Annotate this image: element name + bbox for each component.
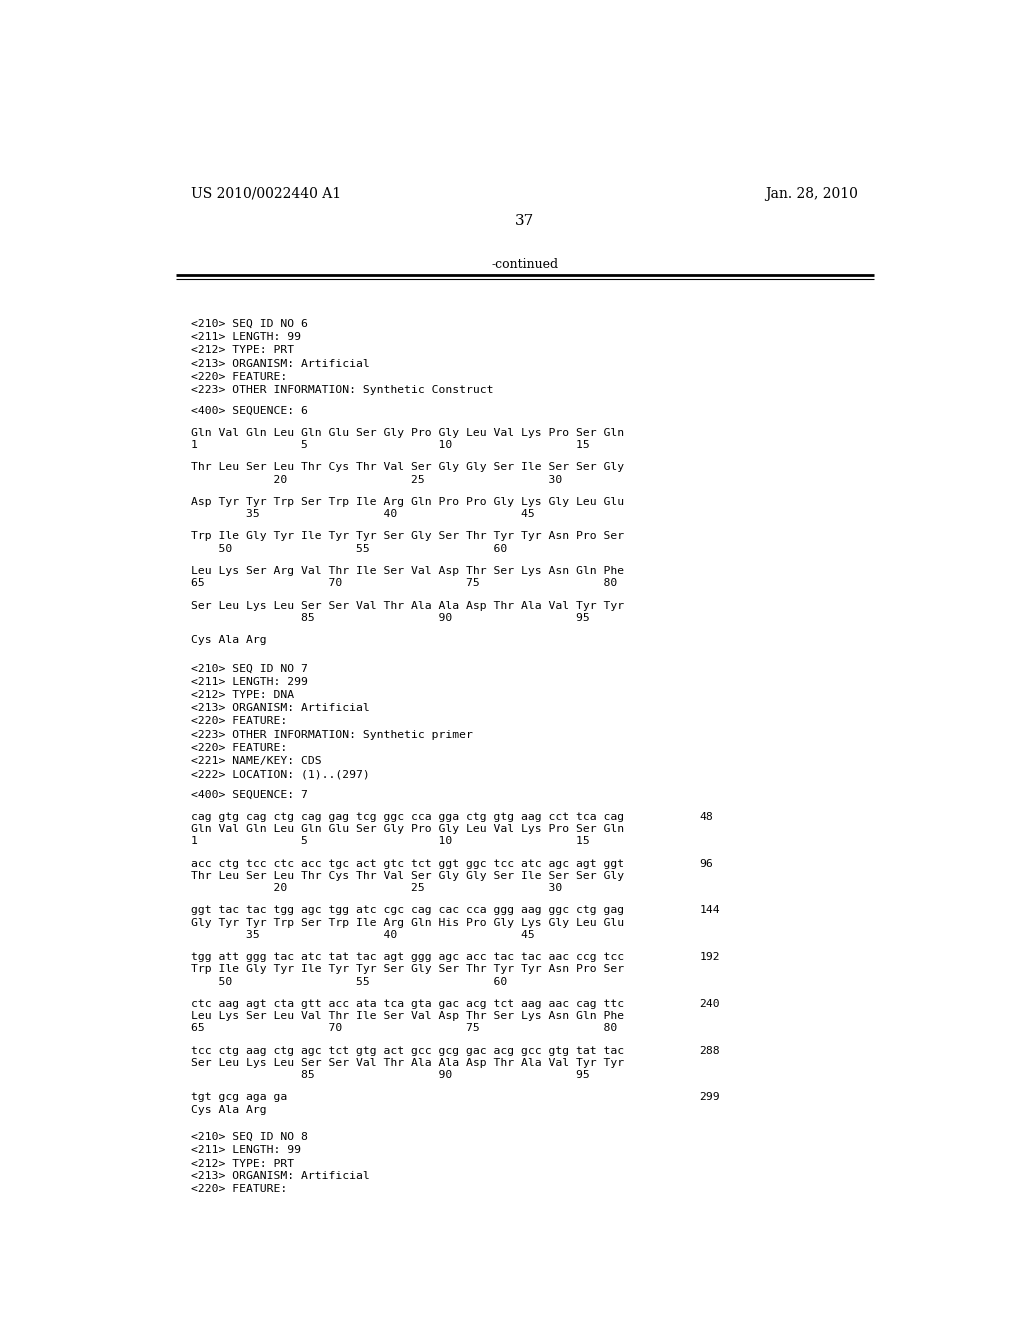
- Text: <221> NAME/KEY: CDS: <221> NAME/KEY: CDS: [191, 756, 323, 766]
- Text: tgg att ggg tac atc tat tac agt ggg agc acc tac tac aac ccg tcc: tgg att ggg tac atc tat tac agt ggg agc …: [191, 952, 625, 962]
- Text: 20                  25                  30: 20 25 30: [191, 883, 563, 894]
- Text: 85                  90                  95: 85 90 95: [191, 1071, 590, 1080]
- Text: <223> OTHER INFORMATION: Synthetic Construct: <223> OTHER INFORMATION: Synthetic Const…: [191, 385, 494, 395]
- Text: <210> SEQ ID NO 7: <210> SEQ ID NO 7: [191, 664, 308, 673]
- Text: <212> TYPE: DNA: <212> TYPE: DNA: [191, 690, 295, 700]
- Text: <223> OTHER INFORMATION: Synthetic primer: <223> OTHER INFORMATION: Synthetic prime…: [191, 730, 473, 739]
- Text: <220> FEATURE:: <220> FEATURE:: [191, 1184, 288, 1195]
- Text: <400> SEQUENCE: 6: <400> SEQUENCE: 6: [191, 405, 308, 416]
- Text: 96: 96: [699, 859, 713, 869]
- Text: acc ctg tcc ctc acc tgc act gtc tct ggt ggc tcc atc agc agt ggt: acc ctg tcc ctc acc tgc act gtc tct ggt …: [191, 859, 625, 869]
- Text: Ser Leu Lys Leu Ser Ser Val Thr Ala Ala Asp Thr Ala Val Tyr Tyr: Ser Leu Lys Leu Ser Ser Val Thr Ala Ala …: [191, 601, 625, 611]
- Text: 192: 192: [699, 952, 720, 962]
- Text: Leu Lys Ser Leu Val Thr Ile Ser Val Asp Thr Ser Lys Asn Gln Phe: Leu Lys Ser Leu Val Thr Ile Ser Val Asp …: [191, 1011, 625, 1022]
- Text: 1               5                   10                  15: 1 5 10 15: [191, 837, 590, 846]
- Text: 35                  40                  45: 35 40 45: [191, 929, 536, 940]
- Text: 288: 288: [699, 1045, 720, 1056]
- Text: <400> SEQUENCE: 7: <400> SEQUENCE: 7: [191, 789, 308, 800]
- Text: -continued: -continued: [492, 257, 558, 271]
- Text: <220> FEATURE:: <220> FEATURE:: [191, 743, 288, 752]
- Text: Leu Lys Ser Arg Val Thr Ile Ser Val Asp Thr Ser Lys Asn Gln Phe: Leu Lys Ser Arg Val Thr Ile Ser Val Asp …: [191, 566, 625, 576]
- Text: Gln Val Gln Leu Gln Glu Ser Gly Pro Gly Leu Val Lys Pro Ser Gln: Gln Val Gln Leu Gln Glu Ser Gly Pro Gly …: [191, 428, 625, 438]
- Text: 37: 37: [515, 214, 535, 228]
- Text: 1               5                   10                  15: 1 5 10 15: [191, 440, 590, 450]
- Text: <220> FEATURE:: <220> FEATURE:: [191, 372, 288, 381]
- Text: <212> TYPE: PRT: <212> TYPE: PRT: [191, 1159, 295, 1168]
- Text: Cys Ala Arg: Cys Ala Arg: [191, 635, 267, 645]
- Text: <212> TYPE: PRT: <212> TYPE: PRT: [191, 346, 295, 355]
- Text: <220> FEATURE:: <220> FEATURE:: [191, 717, 288, 726]
- Text: US 2010/0022440 A1: US 2010/0022440 A1: [191, 187, 342, 201]
- Text: Gly Tyr Tyr Trp Ser Trp Ile Arg Gln His Pro Gly Lys Gly Leu Glu: Gly Tyr Tyr Trp Ser Trp Ile Arg Gln His …: [191, 917, 625, 928]
- Text: 35                  40                  45: 35 40 45: [191, 510, 536, 519]
- Text: <211> LENGTH: 99: <211> LENGTH: 99: [191, 1146, 301, 1155]
- Text: Trp Ile Gly Tyr Ile Tyr Tyr Ser Gly Ser Thr Tyr Tyr Asn Pro Ser: Trp Ile Gly Tyr Ile Tyr Tyr Ser Gly Ser …: [191, 965, 625, 974]
- Text: <210> SEQ ID NO 6: <210> SEQ ID NO 6: [191, 319, 308, 329]
- Text: <222> LOCATION: (1)..(297): <222> LOCATION: (1)..(297): [191, 770, 371, 779]
- Text: 65                  70                  75                  80: 65 70 75 80: [191, 578, 617, 589]
- Text: ctc aag agt cta gtt acc ata tca gta gac acg tct aag aac cag ttc: ctc aag agt cta gtt acc ata tca gta gac …: [191, 999, 625, 1008]
- Text: Thr Leu Ser Leu Thr Cys Thr Val Ser Gly Gly Ser Ile Ser Ser Gly: Thr Leu Ser Leu Thr Cys Thr Val Ser Gly …: [191, 871, 625, 880]
- Text: 48: 48: [699, 812, 713, 822]
- Text: Cys Ala Arg: Cys Ala Arg: [191, 1105, 267, 1114]
- Text: Jan. 28, 2010: Jan. 28, 2010: [765, 187, 858, 201]
- Text: 85                  90                  95: 85 90 95: [191, 612, 590, 623]
- Text: <211> LENGTH: 99: <211> LENGTH: 99: [191, 333, 301, 342]
- Text: 65                  70                  75                  80: 65 70 75 80: [191, 1023, 617, 1034]
- Text: Asp Tyr Tyr Trp Ser Trp Ile Arg Gln Pro Pro Gly Lys Gly Leu Glu: Asp Tyr Tyr Trp Ser Trp Ile Arg Gln Pro …: [191, 496, 625, 507]
- Text: <213> ORGANISM: Artificial: <213> ORGANISM: Artificial: [191, 704, 371, 713]
- Text: <213> ORGANISM: Artificial: <213> ORGANISM: Artificial: [191, 1171, 371, 1181]
- Text: tgt gcg aga ga: tgt gcg aga ga: [191, 1093, 288, 1102]
- Text: tcc ctg aag ctg agc tct gtg act gcc gcg gac acg gcc gtg tat tac: tcc ctg aag ctg agc tct gtg act gcc gcg …: [191, 1045, 625, 1056]
- Text: Thr Leu Ser Leu Thr Cys Thr Val Ser Gly Gly Ser Ile Ser Ser Gly: Thr Leu Ser Leu Thr Cys Thr Val Ser Gly …: [191, 462, 625, 473]
- Text: 20                  25                  30: 20 25 30: [191, 474, 563, 484]
- Text: 50                  55                  60: 50 55 60: [191, 544, 508, 553]
- Text: Gln Val Gln Leu Gln Glu Ser Gly Pro Gly Leu Val Lys Pro Ser Gln: Gln Val Gln Leu Gln Glu Ser Gly Pro Gly …: [191, 824, 625, 834]
- Text: 50                  55                  60: 50 55 60: [191, 977, 508, 986]
- Text: 240: 240: [699, 999, 720, 1008]
- Text: <213> ORGANISM: Artificial: <213> ORGANISM: Artificial: [191, 359, 371, 368]
- Text: 144: 144: [699, 906, 720, 916]
- Text: cag gtg cag ctg cag gag tcg ggc cca gga ctg gtg aag cct tca cag: cag gtg cag ctg cag gag tcg ggc cca gga …: [191, 812, 625, 822]
- Text: <211> LENGTH: 299: <211> LENGTH: 299: [191, 677, 308, 686]
- Text: Trp Ile Gly Tyr Ile Tyr Tyr Ser Gly Ser Thr Tyr Tyr Asn Pro Ser: Trp Ile Gly Tyr Ile Tyr Tyr Ser Gly Ser …: [191, 532, 625, 541]
- Text: 299: 299: [699, 1093, 720, 1102]
- Text: Ser Leu Lys Leu Ser Ser Val Thr Ala Ala Asp Thr Ala Val Tyr Tyr: Ser Leu Lys Leu Ser Ser Val Thr Ala Ala …: [191, 1057, 625, 1068]
- Text: <210> SEQ ID NO 8: <210> SEQ ID NO 8: [191, 1133, 308, 1142]
- Text: ggt tac tac tgg agc tgg atc cgc cag cac cca ggg aag ggc ctg gag: ggt tac tac tgg agc tgg atc cgc cag cac …: [191, 906, 625, 916]
